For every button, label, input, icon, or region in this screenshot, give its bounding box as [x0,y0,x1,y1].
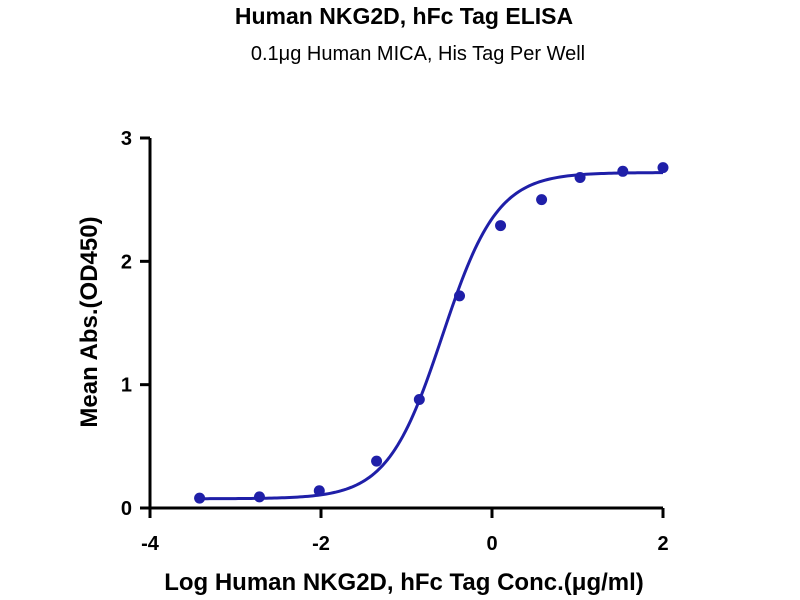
data-point [495,220,507,232]
x-tick-label: -2 [312,533,330,555]
y-tick-label: 0 [121,498,132,520]
x-tick-label: -4 [141,533,160,555]
axes [148,138,663,510]
data-points [194,162,669,504]
chart-title: Human NKG2D, hFc Tag ELISA [235,3,573,29]
chart-subtitle: 0.1μg Human MICA, His Tag Per Well [251,43,585,65]
data-point [194,492,206,504]
data-point [574,171,586,183]
y-axis-label: Mean Abs.(OD450) [76,216,103,427]
data-point [253,491,265,503]
fit-curve [199,171,664,501]
data-point [536,194,548,206]
x-tick-label: 0 [486,533,497,555]
data-point [657,162,669,174]
data-point [454,290,466,302]
y-tick-label: 1 [121,375,132,397]
y-tick-label: 2 [121,251,132,273]
x-tick-label: 2 [657,533,668,555]
data-point [413,393,425,405]
x-axis-label: Log Human NKG2D, hFc Tag Conc.(μg/ml) [164,569,644,596]
data-point [313,485,325,497]
data-point [371,455,383,467]
ticks: -4 -2 0 2 0 1 2 3 [121,128,669,555]
y-tick-label: 3 [121,128,132,150]
data-point [617,165,629,177]
